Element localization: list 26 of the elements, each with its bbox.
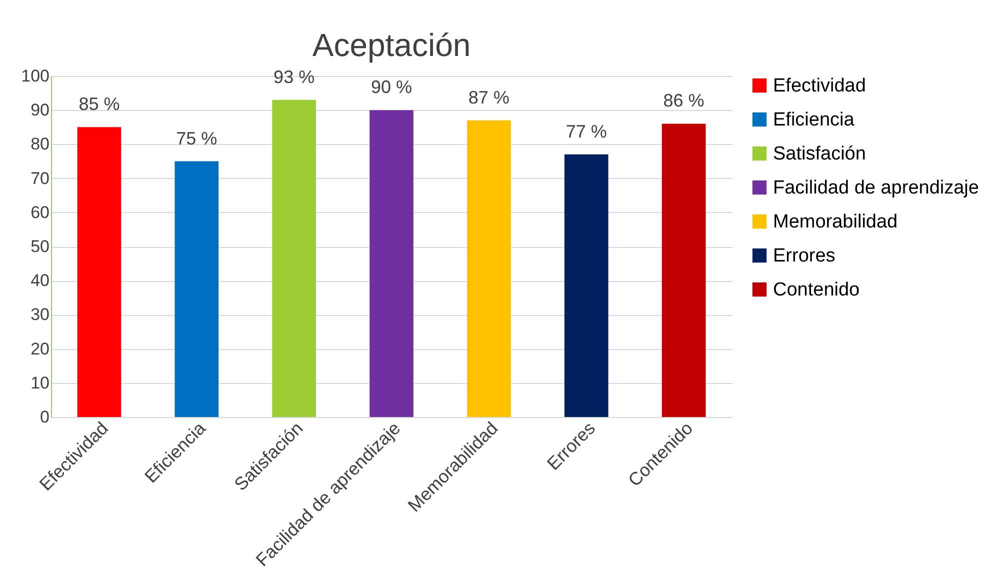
y-tick-label: 80 [30,134,50,154]
legend-label: Eficiencia [773,110,855,130]
y-tick-label: 50 [30,237,50,256]
y-tick-label: 20 [30,339,50,358]
y-tick-label: 40 [30,271,50,290]
y-tick-label: 30 [30,305,50,324]
y-tick-label: 10 [30,373,50,392]
legend-label: Efectividad [773,76,866,96]
data-label: 77 % [566,121,607,142]
y-tick-label: 0 [40,408,50,426]
data-label: 75 % [176,128,218,148]
y-tick-label: 60 [30,202,50,222]
y-tick-label: 90 [30,100,50,120]
data-label: 86 % [663,90,704,111]
legend-label: Facilidad de aprendizaje [773,178,979,198]
data-label: 85 % [78,94,120,114]
legend-label: Satisfación [773,144,866,164]
data-label: 90 % [370,77,412,98]
data-label: 93 % [274,66,315,87]
legend-label: Contenido [773,280,860,300]
data-label: 87 % [468,87,510,108]
y-tick-label: 100 [21,66,50,86]
chart-title: Aceptación [312,27,471,63]
legend-label: Errores [773,246,836,266]
y-tick-label: 70 [30,168,50,188]
legend-label: Memorabilidad [773,212,898,232]
